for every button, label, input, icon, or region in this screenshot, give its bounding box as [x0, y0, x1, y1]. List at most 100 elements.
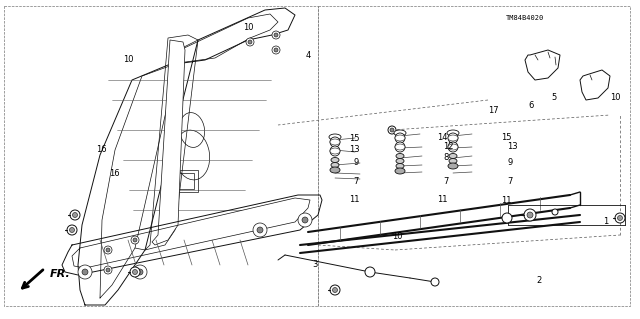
Circle shape	[524, 209, 536, 221]
Text: 10: 10	[123, 56, 133, 64]
Text: 7: 7	[444, 177, 449, 186]
Text: 9: 9	[508, 158, 513, 167]
Circle shape	[502, 213, 512, 223]
Bar	[318, 6, 630, 306]
Ellipse shape	[330, 167, 340, 173]
Circle shape	[615, 213, 625, 223]
Circle shape	[104, 266, 112, 274]
Text: 13: 13	[508, 142, 518, 151]
Text: 7: 7	[508, 177, 513, 186]
Text: 7: 7	[353, 177, 358, 186]
Text: 9: 9	[353, 158, 358, 167]
Text: 1: 1	[603, 217, 608, 226]
Text: 11: 11	[437, 195, 447, 204]
Circle shape	[106, 268, 110, 272]
Circle shape	[72, 212, 77, 218]
Text: 5: 5	[552, 93, 557, 102]
Text: 12: 12	[444, 142, 454, 151]
Ellipse shape	[394, 130, 406, 136]
Circle shape	[333, 287, 337, 293]
Text: 14: 14	[437, 133, 447, 142]
Circle shape	[552, 209, 558, 215]
Circle shape	[246, 38, 254, 46]
Text: TM84B4020: TM84B4020	[506, 15, 544, 20]
Ellipse shape	[330, 146, 340, 156]
Circle shape	[132, 270, 138, 275]
Circle shape	[70, 210, 80, 220]
Text: 3: 3	[312, 260, 317, 269]
Circle shape	[527, 212, 533, 218]
Ellipse shape	[447, 130, 459, 136]
Ellipse shape	[448, 163, 458, 169]
Circle shape	[257, 227, 263, 233]
Ellipse shape	[449, 159, 457, 164]
Text: 13: 13	[349, 145, 360, 154]
Circle shape	[133, 238, 137, 242]
Bar	[4, 6, 318, 306]
Circle shape	[82, 269, 88, 275]
Circle shape	[431, 278, 439, 286]
Text: 15: 15	[349, 134, 359, 143]
Ellipse shape	[448, 144, 458, 150]
Circle shape	[618, 216, 623, 220]
Circle shape	[302, 217, 308, 223]
Text: 17: 17	[488, 106, 499, 115]
Text: 16: 16	[109, 169, 120, 178]
Text: 8: 8	[444, 153, 449, 162]
Circle shape	[104, 246, 112, 254]
Ellipse shape	[331, 162, 339, 167]
Circle shape	[248, 40, 252, 44]
Circle shape	[365, 267, 375, 277]
Ellipse shape	[330, 139, 340, 145]
Polygon shape	[580, 70, 610, 100]
Circle shape	[390, 128, 394, 132]
Ellipse shape	[331, 158, 339, 162]
Ellipse shape	[448, 142, 458, 152]
Ellipse shape	[395, 144, 405, 150]
Text: 16: 16	[96, 145, 107, 154]
Circle shape	[70, 227, 74, 233]
Polygon shape	[525, 50, 560, 80]
Ellipse shape	[396, 153, 404, 159]
Text: 11: 11	[349, 195, 359, 204]
Circle shape	[106, 248, 110, 252]
Text: 15: 15	[501, 133, 511, 142]
Ellipse shape	[330, 137, 340, 147]
Circle shape	[330, 285, 340, 295]
Text: 2: 2	[536, 276, 541, 285]
Circle shape	[274, 33, 278, 37]
Ellipse shape	[395, 135, 405, 141]
Text: 6: 6	[528, 101, 533, 110]
Ellipse shape	[395, 168, 405, 174]
Circle shape	[253, 223, 267, 237]
Ellipse shape	[396, 159, 404, 164]
Ellipse shape	[329, 134, 341, 140]
Polygon shape	[152, 40, 185, 245]
Ellipse shape	[449, 153, 457, 159]
Text: 10: 10	[610, 93, 620, 102]
Circle shape	[298, 213, 312, 227]
Circle shape	[78, 265, 92, 279]
Circle shape	[388, 126, 396, 134]
Ellipse shape	[448, 135, 458, 141]
Ellipse shape	[448, 133, 458, 143]
Bar	[172, 173, 194, 189]
Circle shape	[272, 46, 280, 54]
Circle shape	[274, 48, 278, 52]
Ellipse shape	[330, 148, 340, 154]
Text: 10: 10	[243, 23, 253, 32]
Text: 10: 10	[392, 232, 403, 241]
Text: 11: 11	[501, 197, 511, 205]
Circle shape	[131, 236, 139, 244]
Ellipse shape	[395, 133, 405, 143]
Ellipse shape	[396, 164, 404, 168]
Ellipse shape	[395, 142, 405, 152]
Text: 4: 4	[306, 51, 311, 60]
Circle shape	[130, 267, 140, 277]
Circle shape	[137, 269, 143, 275]
Bar	[168, 170, 198, 192]
Circle shape	[272, 31, 280, 39]
Text: FR.: FR.	[50, 269, 71, 279]
Circle shape	[67, 225, 77, 235]
Circle shape	[133, 265, 147, 279]
